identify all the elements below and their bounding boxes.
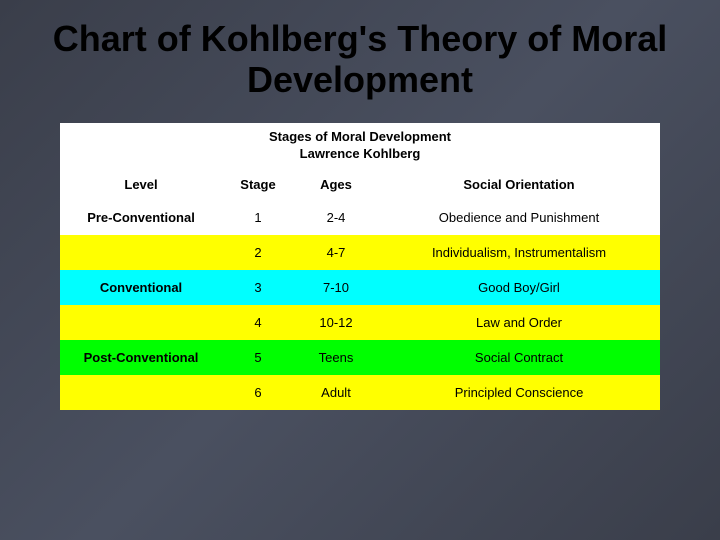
cell-stage: 6 xyxy=(222,375,294,410)
table-row: 2 4-7 Individualism, Instrumentalism xyxy=(60,235,660,270)
header-stage: Stage xyxy=(222,169,294,200)
cell-stage: 2 xyxy=(222,235,294,270)
cell-level xyxy=(60,375,222,410)
cell-orientation: Principled Conscience xyxy=(378,375,660,410)
cell-ages: Adult xyxy=(294,375,378,410)
cell-level xyxy=(60,235,222,270)
cell-ages: 7-10 xyxy=(294,270,378,305)
cell-ages: 4-7 xyxy=(294,235,378,270)
cell-stage: 5 xyxy=(222,340,294,375)
cell-level xyxy=(60,305,222,340)
cell-ages: 2-4 xyxy=(294,200,378,235)
kohlberg-table: Stages of Moral Development Lawrence Koh… xyxy=(60,123,660,410)
subtitle-line-2: Lawrence Kohlberg xyxy=(300,146,421,161)
slide-title: Chart of Kohlberg's Theory of Moral Deve… xyxy=(0,0,720,111)
header-orientation: Social Orientation xyxy=(378,169,660,200)
table-row: 6 Adult Principled Conscience xyxy=(60,375,660,410)
table-row: Post-Conventional 5 Teens Social Contrac… xyxy=(60,340,660,375)
cell-level: Pre-Conventional xyxy=(60,200,222,235)
cell-level: Post-Conventional xyxy=(60,340,222,375)
cell-stage: 1 xyxy=(222,200,294,235)
table-container: Stages of Moral Development Lawrence Koh… xyxy=(60,123,660,410)
table-row: 4 10-12 Law and Order xyxy=(60,305,660,340)
table-row: Pre-Conventional 1 2-4 Obedience and Pun… xyxy=(60,200,660,235)
cell-orientation: Law and Order xyxy=(378,305,660,340)
cell-orientation: Obedience and Punishment xyxy=(378,200,660,235)
cell-ages: Teens xyxy=(294,340,378,375)
cell-orientation: Good Boy/Girl xyxy=(378,270,660,305)
table-subtitle: Stages of Moral Development Lawrence Koh… xyxy=(60,123,660,169)
cell-level: Conventional xyxy=(60,270,222,305)
table-subtitle-row: Stages of Moral Development Lawrence Koh… xyxy=(60,123,660,169)
header-level: Level xyxy=(60,169,222,200)
cell-orientation: Social Contract xyxy=(378,340,660,375)
cell-orientation: Individualism, Instrumentalism xyxy=(378,235,660,270)
table-header-row: Level Stage Ages Social Orientation xyxy=(60,169,660,200)
cell-stage: 3 xyxy=(222,270,294,305)
table-row: Conventional 3 7-10 Good Boy/Girl xyxy=(60,270,660,305)
cell-ages: 10-12 xyxy=(294,305,378,340)
cell-stage: 4 xyxy=(222,305,294,340)
header-ages: Ages xyxy=(294,169,378,200)
subtitle-line-1: Stages of Moral Development xyxy=(269,129,451,144)
